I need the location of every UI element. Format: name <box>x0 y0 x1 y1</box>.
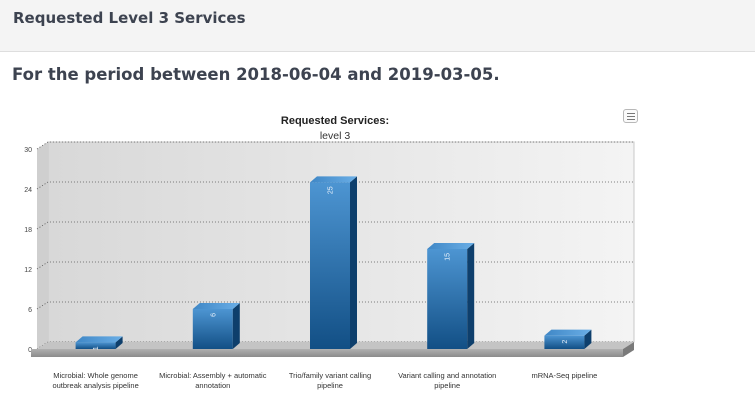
plot-floor-front <box>31 349 623 357</box>
plot-floor-side <box>623 342 634 357</box>
y-tick-label: 30 <box>24 147 32 154</box>
x-tick-label: pipeline <box>317 381 343 390</box>
x-tick-label: outbreak analysis pipeline <box>52 381 138 390</box>
x-tick-label: Variant calling and annotation <box>398 371 496 380</box>
data-label: 25 <box>328 186 335 194</box>
y-tick-label: 18 <box>24 227 32 234</box>
bar-top <box>427 243 475 249</box>
x-tick-label: Microbial: Whole genome <box>53 371 138 380</box>
bar-side <box>232 303 240 349</box>
chart-menu-button[interactable] <box>623 109 638 123</box>
data-label: 15 <box>445 253 452 261</box>
bar-side <box>115 336 123 349</box>
y-tick-label: 0 <box>28 347 32 354</box>
x-tick-label: annotation <box>195 381 230 390</box>
x-tick-label: Trio/family variant calling <box>289 371 371 380</box>
bar <box>427 249 468 349</box>
data-label: 1 <box>93 346 100 350</box>
bar-top <box>544 329 592 336</box>
page-title: Requested Level 3 Services <box>13 9 246 27</box>
bar <box>310 182 350 349</box>
bar-chart: Requested Services: level 3 0 6 12 18 24 30 1 M… <box>24 115 635 390</box>
bar-side <box>467 243 475 349</box>
plot-side-wall <box>37 142 48 349</box>
chart-title: Requested Services: <box>281 115 389 127</box>
bar-top <box>310 176 357 183</box>
x-tick-label: mRNA-Seq pipeline <box>531 371 597 380</box>
bar <box>192 309 233 349</box>
x-tick-label: pipeline <box>434 381 460 390</box>
hamburger-menu-icon <box>626 112 635 114</box>
bar-top <box>192 303 240 309</box>
bar-side <box>350 176 357 349</box>
chart-subtitle: level 3 <box>320 130 351 142</box>
data-label: 2 <box>562 340 569 344</box>
period-heading: For the period between 2018-06-04 and 20… <box>12 65 500 84</box>
data-label: 6 <box>210 313 217 317</box>
x-tick-label: Microbial: Assembly + automatic <box>159 371 267 380</box>
y-tick-label: 12 <box>24 267 32 274</box>
bar-top <box>75 336 123 343</box>
plot-area: 0 6 12 18 24 30 1 Microbial: Whole genomeoutbre… <box>24 141 635 390</box>
page-header: Requested Level 3 Services <box>0 0 755 52</box>
bar <box>75 342 116 349</box>
bar <box>544 335 585 349</box>
bar-side <box>584 329 592 349</box>
y-tick-label: 24 <box>24 187 32 194</box>
y-tick-label: 6 <box>28 307 32 314</box>
